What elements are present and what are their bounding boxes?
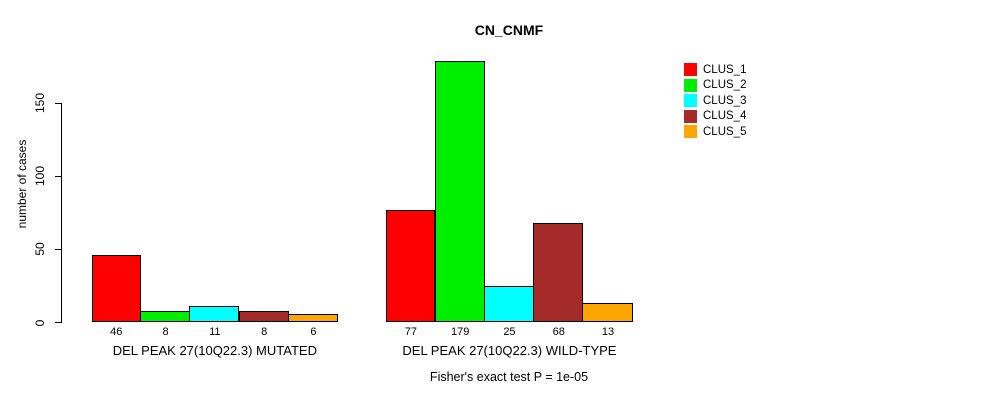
bar-clus_5	[287, 313, 339, 323]
legend-item-clus_2: CLUS_2	[684, 78, 746, 94]
legend-item-label: CLUS_4	[703, 110, 747, 123]
bar-clus_4	[238, 310, 289, 323]
bar-clus_4	[533, 222, 584, 323]
legend-swatch-icon	[684, 109, 697, 123]
bar-clus_5	[582, 303, 633, 323]
bar-value-label: 11	[209, 326, 221, 338]
legend-item-clus_4: CLUS_4	[684, 109, 746, 125]
legend-swatch-icon	[684, 125, 697, 139]
legend-item-clus_3: CLUS_3	[684, 93, 746, 109]
bar-clus_2	[434, 60, 485, 323]
y-tick-mark	[55, 175, 62, 177]
legend-swatch-icon	[684, 94, 697, 108]
legend-item-label: CLUS_2	[703, 79, 747, 92]
bar-value-label: 25	[503, 326, 516, 338]
bar-value-label: 68	[552, 326, 565, 338]
bar-value-label: 179	[450, 326, 470, 338]
bar-value-label: 8	[261, 326, 268, 338]
bar-value-label: 8	[162, 326, 169, 338]
y-tick-label: 150	[33, 92, 47, 114]
bar-clus_1	[386, 209, 436, 323]
y-tick-mark	[55, 102, 62, 104]
bar-clus_1	[91, 255, 141, 323]
y-tick-label: 0	[33, 319, 47, 326]
group-label: DEL PEAK 27(10Q22.3) MUTATED	[112, 343, 317, 358]
bar-clus_3	[483, 285, 535, 323]
bar-clus_3	[189, 306, 240, 323]
bar-value-label: 77	[404, 326, 417, 338]
group-label: DEL PEAK 27(10Q22.3) WILD-TYPE	[402, 343, 617, 358]
bar-value-label: 13	[601, 326, 615, 338]
y-tick-label: 100	[33, 166, 47, 187]
legend-swatch-icon	[684, 63, 697, 77]
legend-item-label: CLUS_3	[703, 94, 747, 107]
legend-item-label: CLUS_1	[703, 63, 747, 76]
bar-clus_2	[139, 310, 191, 323]
y-tick-mark	[55, 322, 62, 323]
y-axis-line	[61, 103, 62, 323]
bar-value-label: 6	[310, 326, 317, 338]
y-axis-label: number of cases	[15, 139, 29, 229]
legend-item-clus_5: CLUS_5	[684, 124, 746, 140]
footer-annotation: Fisher's exact test P = 1e-05	[429, 370, 589, 384]
y-tick-label: 50	[33, 242, 47, 257]
legend-swatch-icon	[684, 78, 697, 92]
chart-title: CN_CNMF	[474, 22, 544, 38]
legend-item-clus_1: CLUS_1	[684, 62, 746, 78]
legend-item-label: CLUS_5	[703, 125, 747, 138]
bar-value-label: 46	[110, 326, 123, 338]
y-tick-mark	[55, 248, 62, 250]
